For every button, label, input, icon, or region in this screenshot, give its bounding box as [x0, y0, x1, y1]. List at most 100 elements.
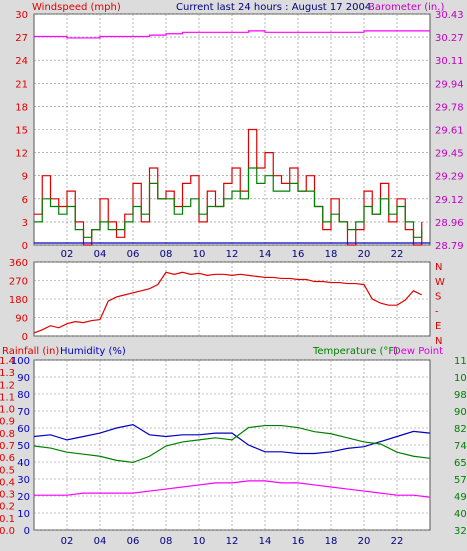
humidity-label: Humidity (%) — [60, 346, 126, 357]
temperature-tick-label: 32 — [454, 526, 467, 537]
direction-tick-label: 90 — [15, 314, 28, 325]
windspeed-tick-label: 3 — [22, 218, 28, 229]
humidity-tick-label: 80 — [17, 390, 30, 401]
rainfall-tick-label: 0.8 — [0, 429, 15, 440]
direction-tick-label: 270 — [9, 277, 28, 288]
barometer-tick-label: 29.61 — [435, 126, 464, 137]
temperature-tick-label: 115 — [454, 356, 467, 367]
rainfall-tick-label: 0.2 — [0, 502, 15, 513]
chart-panels: 0 3 6 9 12 15 18 21 24 27 30 28.79 28.96 29.12 29.29 29… — [0, 10, 467, 547]
humidity-x-tick-label: 16 — [292, 536, 305, 547]
humidity-tick-label: 100 — [11, 356, 30, 367]
windspeed-tick-label: 6 — [22, 195, 28, 206]
humidity-x-tick-label: 08 — [160, 536, 173, 547]
rainfall-tick-label: 1.0 — [0, 405, 15, 416]
windspeed-tick-label: 9 — [22, 172, 28, 183]
rainfall-tick-label: 0.0 — [0, 526, 15, 537]
temperature-tick-label: 82 — [454, 424, 467, 435]
temperature-tick-label: 107 — [454, 373, 467, 384]
compass-tick-label: N — [435, 336, 442, 347]
compass-tick-label: - — [435, 306, 439, 317]
temperature-tick-label: 98 — [454, 390, 467, 401]
barometer-tick-label: 28.96 — [435, 218, 464, 229]
humidity-x-tick-label: 06 — [127, 536, 140, 547]
temperature-tick-label: 49 — [454, 492, 467, 503]
wind-x-tick-label: 02 — [61, 249, 74, 260]
rainfall-tick-label: 0.6 — [0, 453, 15, 464]
rainfall-tick-label: 1.1 — [0, 392, 15, 403]
humidity-x-tick-label: 04 — [94, 536, 107, 547]
direction-tick-label: 360 — [9, 258, 28, 269]
windspeed-tick-label: 30 — [15, 10, 28, 21]
windspeed-label: Windspeed (mph) — [32, 2, 121, 13]
barometer-tick-label: 30.27 — [435, 33, 464, 44]
humidity-tick-label: 30 — [17, 475, 30, 486]
wind-x-tick-label: 06 — [127, 249, 140, 260]
wind-average-line — [34, 167, 423, 238]
humidity-tick-label: 70 — [17, 407, 30, 418]
wind-x-tick-label: 16 — [292, 249, 305, 260]
temperature-label: Temperature (°F) — [312, 346, 398, 357]
humidity-tick-label: 60 — [17, 424, 30, 435]
rainfall-tick-label: 0.1 — [0, 514, 15, 525]
wind-x-tick-label: 20 — [358, 249, 371, 260]
rainfall-tick-label: 1.4 — [0, 356, 15, 367]
barometer-tick-label: 29.45 — [435, 149, 464, 160]
barometer-tick-label: 28.79 — [435, 241, 464, 252]
dewpoint-line — [34, 480, 431, 498]
barometer-label: Barometer (in.) — [368, 2, 444, 13]
humidity-tick-label: 40 — [17, 458, 30, 469]
wind-gust-line — [34, 128, 423, 246]
wind-x-tick-label: 12 — [226, 249, 239, 260]
humidity-x-tick-label: 22 — [391, 536, 404, 547]
temperature-tick-label: 57 — [454, 475, 467, 486]
windspeed-tick-label: 12 — [15, 149, 28, 160]
humidity-x-tick-label: 12 — [226, 536, 239, 547]
humidity-x-tick-label: 20 — [358, 536, 371, 547]
wind-x-tick-label: 08 — [160, 249, 173, 260]
rainfall-tick-label: 0.7 — [0, 441, 15, 452]
windspeed-tick-label: 15 — [15, 126, 28, 137]
wind-x-tick-label: 10 — [193, 249, 206, 260]
humidity-tick-label: 10 — [17, 509, 30, 520]
humidity-x-tick-label: 18 — [325, 536, 338, 547]
direction-tick-label: 180 — [9, 295, 28, 306]
barometer-tick-label: 29.29 — [435, 172, 464, 183]
dewpoint-label: Dew Point — [393, 346, 443, 357]
rainfall-tick-label: 0.5 — [0, 465, 15, 476]
rainfall-tick-label: 0.3 — [0, 490, 15, 501]
direction-tick-label: 0 — [22, 332, 28, 343]
compass-tick-label: W — [435, 277, 445, 288]
wind-x-tick-label: 14 — [259, 249, 272, 260]
wind-x-tick-label: 18 — [325, 249, 338, 260]
temperature-tick-label: 65 — [454, 458, 467, 469]
rainfall-label: Rainfall (in) — [2, 346, 59, 357]
compass-tick-label: E — [435, 321, 441, 332]
humidity-tick-label: 0 — [24, 526, 30, 537]
barometer-tick-label: 30.43 — [435, 10, 464, 21]
humidity-tick-label: 50 — [17, 441, 30, 452]
temperature-line — [33, 424, 431, 464]
compass-tick-label: N — [435, 262, 442, 273]
windspeed-tick-label: 27 — [15, 33, 28, 44]
chart-title: Current last 24 hours : August 17 2004 — [176, 2, 371, 13]
temperature-tick-label: 40 — [454, 509, 467, 520]
barometer-tick-label: 29.78 — [435, 102, 464, 113]
temperature-tick-label: 90 — [454, 407, 467, 418]
barometer-tick-label: 29.94 — [435, 79, 464, 90]
barometer-tick-label: 30.11 — [435, 56, 464, 67]
barometer-line — [34, 30, 430, 39]
humidity-tick-label: 20 — [17, 492, 30, 503]
rainfall-tick-label: 0.9 — [0, 417, 15, 428]
wind-x-tick-label: 04 — [94, 249, 107, 260]
temperature-tick-label: 74 — [454, 441, 467, 452]
rainfall-tick-label: 1.3 — [0, 368, 15, 379]
rainfall-tick-label: 1.2 — [0, 380, 15, 391]
wind-x-tick-label: 22 — [391, 249, 404, 260]
humidity-x-tick-label: 02 — [61, 536, 74, 547]
barometer-tick-label: 29.12 — [435, 195, 464, 206]
windspeed-tick-label: 0 — [22, 241, 28, 252]
humidity-x-tick-label: 10 — [193, 536, 206, 547]
rainfall-tick-label: 0.4 — [0, 477, 15, 488]
